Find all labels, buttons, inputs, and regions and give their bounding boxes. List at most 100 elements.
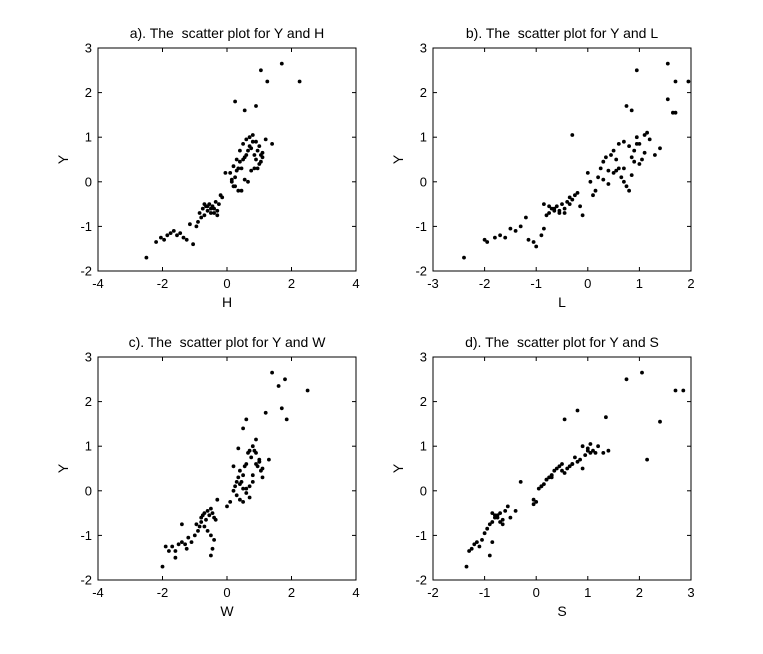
data-point-a <box>255 148 260 153</box>
data-point-d <box>591 448 595 453</box>
data-point-d <box>645 457 649 462</box>
data-point-b <box>498 233 502 238</box>
x-tick-label: -1 <box>530 276 542 291</box>
data-point-a <box>247 135 252 140</box>
y-tick-label: 1 <box>85 130 92 145</box>
data-point-d <box>467 549 471 553</box>
data-point-a <box>254 104 258 108</box>
data-point-a <box>194 224 199 229</box>
data-point-d <box>658 419 662 424</box>
data-point-c <box>209 553 213 558</box>
data-point-a <box>168 231 173 236</box>
x-tick-label: -2 <box>157 585 169 600</box>
data-point-a <box>234 157 239 162</box>
data-point-d <box>554 466 559 471</box>
data-point-b <box>606 182 611 186</box>
data-point-c <box>215 497 220 502</box>
data-point-b <box>482 237 487 242</box>
data-point-d <box>580 444 585 449</box>
data-point-a <box>265 79 270 84</box>
data-point-b <box>619 175 624 180</box>
data-point-c <box>186 535 191 540</box>
data-point-c <box>254 451 258 455</box>
data-point-a <box>202 202 207 207</box>
data-point-a <box>213 200 218 204</box>
data-point-b <box>629 155 634 160</box>
data-point-c <box>204 517 208 522</box>
chart-title: b). The scatter plot for Y and L <box>466 25 658 41</box>
x-tick-label: 0 <box>533 585 540 600</box>
data-point-b <box>601 177 606 182</box>
data-point-b <box>665 97 670 102</box>
data-point-b <box>634 68 639 73</box>
data-point-c <box>305 388 310 393</box>
data-point-c <box>254 462 258 466</box>
data-point-d <box>588 442 593 446</box>
data-point-a <box>209 206 213 211</box>
data-point-d <box>578 457 582 462</box>
y-tick-label: 2 <box>420 85 427 100</box>
data-point-a <box>254 157 258 162</box>
data-point-d <box>503 509 508 513</box>
data-point-c <box>184 546 189 551</box>
data-point-a <box>205 208 210 213</box>
data-point-a <box>215 213 220 218</box>
x-tick-label: -4 <box>92 276 104 291</box>
data-point-d <box>531 497 536 502</box>
data-point-b <box>627 188 631 193</box>
x-axis-label: W <box>220 603 234 619</box>
data-point-a <box>259 159 263 164</box>
data-point-b <box>560 202 564 207</box>
data-point-b <box>632 148 637 153</box>
data-point-b <box>557 208 562 213</box>
data-point-d <box>508 515 513 520</box>
data-point-c <box>250 444 255 449</box>
x-tick-label: -2 <box>479 276 491 291</box>
data-point-b <box>634 142 639 146</box>
y-tick-label: -2 <box>415 573 427 588</box>
data-point-b <box>624 104 629 108</box>
data-point-a <box>259 68 263 73</box>
y-tick-label: 2 <box>85 394 92 409</box>
data-point-b <box>629 173 634 178</box>
data-point-d <box>500 517 505 522</box>
data-point-b <box>673 110 678 115</box>
data-point-a <box>228 171 233 175</box>
data-point-c <box>244 417 249 422</box>
data-point-d <box>557 464 562 469</box>
chart-panel-a: a). The scatter plot for Y and H-4 -2 0 2 4-… <box>55 25 360 310</box>
data-point-a <box>252 153 257 157</box>
data-point-d <box>560 462 564 466</box>
y-tick-label: -1 <box>80 219 92 234</box>
data-point-a <box>238 159 242 164</box>
data-point-c <box>283 377 287 382</box>
data-point-c <box>197 524 202 529</box>
data-point-a <box>297 79 302 84</box>
data-point-c <box>176 542 181 547</box>
data-point-b <box>562 206 567 211</box>
data-point-c <box>163 544 168 549</box>
data-point-d <box>493 513 497 518</box>
data-point-a <box>229 177 234 182</box>
data-point-c <box>170 544 175 549</box>
data-point-b <box>616 166 621 171</box>
data-point-a <box>236 166 241 171</box>
data-point-d <box>482 531 487 536</box>
data-point-b <box>640 157 644 162</box>
x-axis-label: L <box>558 294 566 310</box>
data-point-a <box>209 211 213 215</box>
data-point-c <box>238 482 242 486</box>
data-point-d <box>593 451 598 455</box>
data-point-b <box>686 79 691 84</box>
data-point-b <box>673 79 678 84</box>
y-tick-label: 0 <box>85 483 92 498</box>
axes-frame <box>97 47 357 272</box>
data-point-b <box>604 155 608 160</box>
data-point-c <box>194 522 199 527</box>
data-point-a <box>196 220 200 224</box>
data-point-a <box>197 211 202 215</box>
data-point-a <box>249 168 254 173</box>
y-tick-label: 3 <box>85 350 92 365</box>
data-point-c <box>236 446 241 451</box>
